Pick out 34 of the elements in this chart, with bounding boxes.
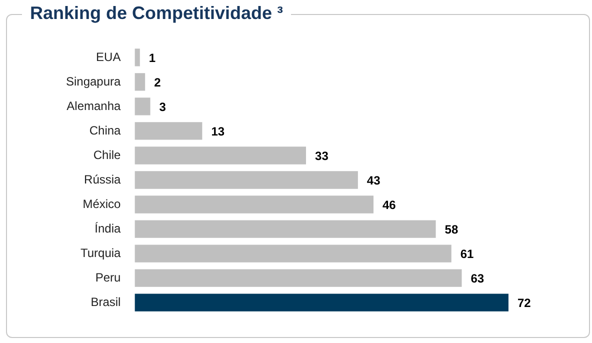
y-tick-label: Alemanha: [66, 98, 122, 113]
bar: [134, 294, 508, 312]
bar: [134, 171, 358, 189]
bar: [134, 122, 202, 140]
data-label: 43: [366, 173, 381, 188]
bar: [134, 220, 436, 238]
y-tick-label: Singapura: [66, 74, 122, 88]
data-label: 63: [470, 271, 484, 286]
chart-title: Ranking de Competitividade ³: [22, 3, 292, 24]
data-label: 58: [444, 222, 458, 236]
y-tick-label: México: [82, 196, 122, 211]
bar: [134, 244, 452, 262]
y-tick-label: Peru: [95, 270, 121, 284]
data-label: 13: [211, 124, 225, 138]
data-label: 2: [154, 75, 162, 90]
bar: [134, 98, 150, 116]
bar: [134, 73, 146, 91]
y-tick-label: Rússia: [84, 172, 122, 186]
data-label: 61: [460, 246, 474, 261]
bar: [134, 146, 306, 164]
bar: [134, 269, 462, 287]
bar: [134, 196, 374, 214]
y-tick-label: Índia: [94, 221, 122, 236]
data-label: 46: [382, 198, 396, 212]
data-label: 1: [148, 50, 156, 65]
y-tick-label: Brasil: [90, 294, 121, 309]
y-tick-label: Chile: [93, 148, 122, 162]
data-label: 72: [517, 296, 532, 310]
y-tick-label: EUA: [96, 50, 121, 64]
bar: [134, 48, 140, 66]
y-tick-label: China: [89, 123, 122, 138]
data-label: 3: [159, 100, 166, 114]
data-label: 33: [315, 148, 329, 163]
y-tick-label: Turquia: [80, 246, 122, 260]
